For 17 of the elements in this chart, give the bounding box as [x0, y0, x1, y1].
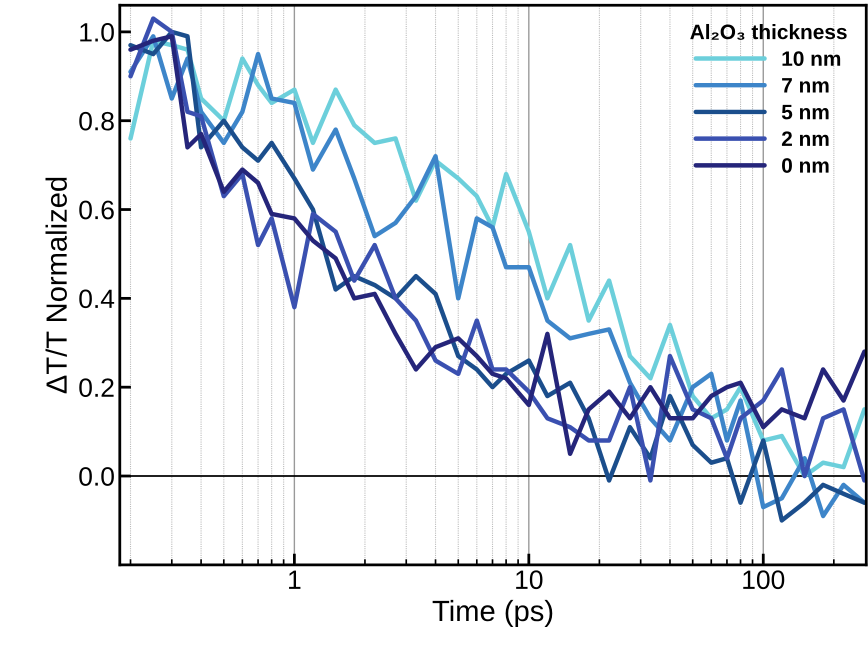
- x-tick-label: 1: [289, 570, 300, 589]
- y-tick-label: 0.0: [79, 467, 114, 486]
- legend-label: 7 nm: [782, 78, 829, 92]
- legend-label: 0 nm: [782, 158, 829, 173]
- y-tick-label: 0.2: [79, 378, 114, 398]
- legend-label: 2 nm: [782, 131, 829, 146]
- y-axis-title: ΔT/T Normalized: [46, 178, 67, 394]
- legend-label: 10 nm: [782, 51, 840, 66]
- x-tick-label: 100: [743, 570, 784, 590]
- y-tick-label: 0.6: [79, 200, 114, 220]
- legend-title: Al₂O₃ thickness: [690, 24, 847, 40]
- y-tick-label: 1.0: [80, 23, 114, 42]
- y-tick-label: 0.4: [79, 289, 114, 308]
- x-tick-label: 10: [516, 570, 542, 590]
- x-axis-title: Time (ps): [432, 600, 552, 628]
- y-tick-label: 0.8: [79, 112, 114, 131]
- legend-label: 5 nm: [782, 104, 829, 120]
